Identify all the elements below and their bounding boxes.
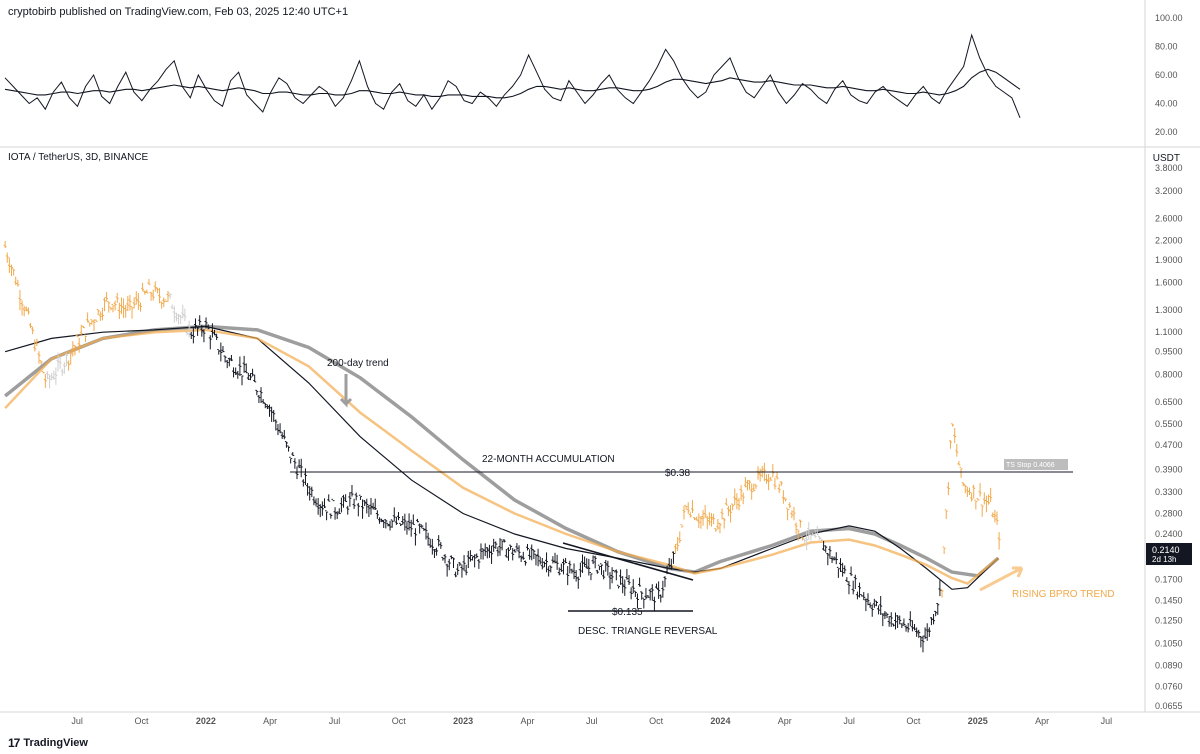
oscillator-lines	[4, 33, 1021, 118]
published-caption: cryptobirb published on TradingView.com,…	[8, 6, 349, 18]
price-tick-label: 3.8000	[1155, 163, 1183, 173]
price-tick-label: 0.1700	[1155, 575, 1183, 585]
osc-tick-label: 20.00	[1155, 127, 1178, 137]
time-tick-label: 2022	[196, 716, 216, 726]
stop-badge	[1004, 459, 1068, 470]
price-tick-label: 3.2000	[1155, 186, 1183, 196]
price-tick-label: 0.0760	[1155, 681, 1183, 691]
time-tick-label: Jul	[843, 716, 855, 726]
price-tick-label: 1.9000	[1155, 255, 1183, 265]
accumulation-label: 22-MONTH ACCUMULATION	[482, 454, 615, 465]
price-tick-label: 0.6500	[1155, 397, 1183, 407]
price-tick-label: 0.3300	[1155, 487, 1183, 497]
brand-label: TradingView	[23, 737, 88, 749]
osc-tick-label: 100.00	[1155, 13, 1183, 23]
trend-label: 200-day trend	[327, 358, 389, 369]
price-tick-label: 0.1050	[1155, 638, 1183, 648]
descending-trendline	[562, 542, 694, 581]
triangle-label: DESC. TRIANGLE REVERSAL	[578, 626, 718, 637]
price-tick-label: 0.0655	[1155, 701, 1183, 711]
time-tick-label: Apr	[520, 716, 534, 726]
price-tick-label: 2.2000	[1155, 235, 1183, 245]
price-tick-label: 0.4700	[1155, 440, 1183, 450]
oscillator-axis: 100.00 80.00 60.00 40.00 20.00	[1155, 13, 1183, 137]
price-tick-label: 0.3900	[1155, 465, 1183, 475]
price-tick-label: 0.0890	[1155, 660, 1183, 670]
time-tick-label: Oct	[906, 716, 921, 726]
tradingview-brand[interactable]: 17 TradingView	[8, 736, 88, 750]
osc-tick-label: 40.00	[1155, 99, 1178, 109]
osc-tick-label: 60.00	[1155, 70, 1178, 80]
price-bars	[3, 240, 1001, 653]
price-tick-label: 0.1450	[1155, 596, 1183, 606]
annotations: 22-MONTH ACCUMULATION $0.38 $0.135 DESC.…	[290, 358, 1192, 637]
time-tick-label: Jul	[329, 716, 341, 726]
last-price-badge	[1146, 543, 1192, 565]
price-tick-label: 0.8000	[1155, 369, 1183, 379]
oscillator-line	[4, 33, 1021, 118]
level-038-label: $0.38	[665, 468, 690, 479]
bpro-trend-line	[4, 328, 1000, 586]
price-tick-label: 0.2800	[1155, 509, 1183, 519]
price-unit-label: USDT	[1152, 153, 1180, 164]
time-tick-label: Jul	[586, 716, 598, 726]
trend-arrow-icon	[339, 374, 353, 408]
level-0135-label: $0.135	[612, 607, 643, 618]
time-tick-label: Oct	[135, 716, 150, 726]
time-tick-label: Jul	[1101, 716, 1113, 726]
osc-tick-label: 80.00	[1155, 42, 1178, 52]
tradingview-logo-icon: 17	[8, 736, 20, 750]
price-tick-label: 1.3000	[1155, 305, 1183, 315]
time-tick-label: 2025	[968, 716, 988, 726]
oscillator-signal-line	[4, 68, 1021, 99]
time-tick-label: Oct	[392, 716, 407, 726]
price-tick-label: 0.5500	[1155, 419, 1183, 429]
time-tick-label: Jul	[71, 716, 83, 726]
price-tick-label: 0.2400	[1155, 529, 1183, 539]
price-tick-label: 0.9500	[1155, 347, 1183, 357]
time-tick-label: 2023	[453, 716, 473, 726]
bpro-arrow-icon	[979, 566, 1024, 592]
time-tick-label: 2024	[710, 716, 730, 726]
last-price-value: 0.2140	[1152, 545, 1180, 555]
time-tick-label: Apr	[1035, 716, 1049, 726]
price-tick-label: 1.1000	[1155, 327, 1183, 337]
price-tick-label: 0.1250	[1155, 615, 1183, 625]
time-axis: Jul Oct 2022 Apr Jul Oct 2023 Apr Jul Oct 2024 Apr J…	[71, 716, 1112, 726]
time-tick-label: Oct	[649, 716, 664, 726]
time-tick-label: Apr	[263, 716, 277, 726]
price-tick-label: 2.6000	[1155, 213, 1183, 223]
stop-label: TS Stop 0.4066	[1006, 462, 1055, 469]
price-axis: 3.8000 3.2000 2.6000 2.2000 1.9000 1.6000 1.30…	[1155, 163, 1183, 711]
symbol-label: IOTA / TetherUS, 3D, BINANCE	[8, 152, 149, 163]
last-price-countdown: 2d 13h	[1152, 555, 1176, 564]
bpro-label: RISING BPRO TREND	[1012, 589, 1115, 600]
price-tick-label: 1.6000	[1155, 278, 1183, 288]
time-tick-label: Apr	[778, 716, 792, 726]
